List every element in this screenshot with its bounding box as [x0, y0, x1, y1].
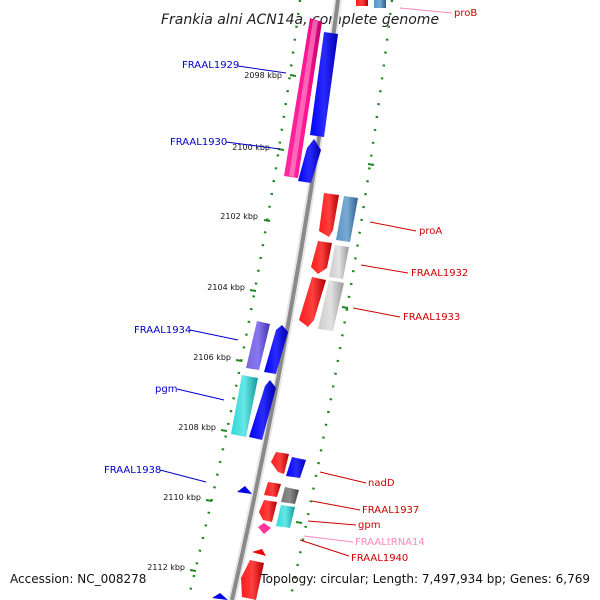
gene-trna-feature[interactable]	[252, 549, 266, 556]
gene-fraal1934-feature[interactable]	[246, 321, 270, 370]
leader-fraal1932	[360, 264, 409, 274]
leader-fraal1930	[225, 141, 281, 150]
scale-label-2098: 2098 kbp	[244, 71, 282, 80]
scale-tick	[205, 499, 213, 502]
label-pgm[interactable]: pgm	[155, 384, 177, 395]
gene-highlight	[289, 20, 318, 177]
leader-proa	[369, 221, 417, 232]
gene-fraal1930-feature[interactable]	[298, 139, 321, 183]
scale-tick	[289, 74, 297, 77]
scale-tick	[295, 521, 303, 524]
scale-tick	[189, 569, 197, 572]
gene-fraal1929-blue-feature[interactable]	[310, 32, 338, 137]
leader-pgm	[176, 388, 225, 401]
label-prob[interactable]: proB	[454, 8, 477, 19]
gene-proa-red-feature[interactable]	[319, 193, 339, 237]
scale-label-2110: 2110 kbp	[163, 493, 201, 502]
label-proa[interactable]: proA	[419, 226, 442, 237]
gene-prob-red-feature[interactable]	[356, 0, 368, 6]
gene-fraal1937-feature[interactable]	[281, 487, 299, 504]
scale-tick	[367, 163, 375, 166]
label-fraal1934[interactable]: FRAAL1934	[134, 325, 191, 336]
gene-pgm-feature[interactable]	[231, 375, 258, 437]
leader-fraal1940	[299, 539, 350, 557]
scale-label-2104: 2104 kbp	[207, 283, 245, 292]
gene-fraal1932-feature[interactable]	[329, 245, 349, 279]
label-fraal1930[interactable]: FRAAL1930	[170, 137, 227, 148]
gene-fraal1937-red-feature[interactable]	[264, 482, 281, 497]
scale-label-2112: 2112 kbp	[147, 563, 185, 572]
gene-gpm-feature[interactable]	[276, 505, 295, 528]
leader-gpm	[307, 520, 357, 526]
gene-fraal1938-feature[interactable]	[237, 486, 252, 494]
gene-pgm-blue-feature[interactable]	[249, 380, 276, 440]
gene-fraal1940-feature[interactable]	[241, 560, 264, 600]
gene-fraal1932-red-feature[interactable]	[311, 241, 332, 274]
scale-label-2106: 2106 kbp	[193, 353, 231, 362]
gene-bottom-blue-feature[interactable]	[212, 593, 228, 600]
gene-nadd-blue-feature[interactable]	[286, 457, 306, 478]
leader-prob	[399, 7, 453, 14]
gene-fraal1933-feature[interactable]	[318, 280, 344, 331]
map-title: Frankia alni ACN14a, complete genome	[161, 12, 439, 28]
gene-small-pink-feature[interactable]	[258, 523, 271, 534]
gene-proa-feature[interactable]	[336, 196, 358, 242]
scale-label-2100: 2100 kbp	[232, 143, 270, 152]
gene-prob-feature[interactable]	[374, 0, 386, 8]
accession-text: Accession: NC_008278	[10, 572, 147, 586]
leader-fraal1933	[352, 307, 401, 318]
label-fraal1938[interactable]: FRAAL1938	[104, 465, 161, 476]
gene-gpm-red-feature[interactable]	[259, 500, 277, 522]
label-fraal1932[interactable]: FRAAL1932	[411, 268, 468, 279]
label-fraal1929[interactable]: FRAAL1929	[182, 60, 239, 71]
topology-text: Topology: circular; Length: 7,497,934 bp…	[260, 572, 590, 586]
scale-tick	[220, 429, 228, 432]
label-gpm[interactable]: gpm	[358, 520, 380, 531]
scale-tick	[263, 219, 271, 222]
leader-fraaltrna14	[303, 535, 354, 543]
label-fraal1940[interactable]: FRAAL1940	[351, 553, 408, 564]
scale-label-2102: 2102 kbp	[220, 212, 258, 221]
label-fraal1933[interactable]: FRAAL1933	[403, 312, 460, 323]
scale-tick	[235, 359, 243, 362]
gene-nadd-feature[interactable]	[271, 452, 289, 474]
leader-nadd	[319, 471, 367, 484]
gene-fraal1933-red-feature[interactable]	[299, 277, 326, 327]
leader-fraal1934	[189, 329, 239, 341]
scale-tick	[249, 289, 257, 292]
label-nadd[interactable]: nadD	[368, 478, 395, 489]
leader-fraal1929	[237, 65, 287, 74]
gene-fraal1934-blue-feature[interactable]	[264, 325, 288, 374]
scale-tick	[341, 306, 349, 309]
label-fraaltrna14[interactable]: FRAALtRNA14	[355, 537, 425, 548]
leader-fraal1937	[311, 500, 361, 511]
leader-fraal1938	[159, 469, 207, 483]
scale-label-2108: 2108 kbp	[178, 423, 216, 432]
label-fraal1937[interactable]: FRAAL1937	[362, 505, 419, 516]
